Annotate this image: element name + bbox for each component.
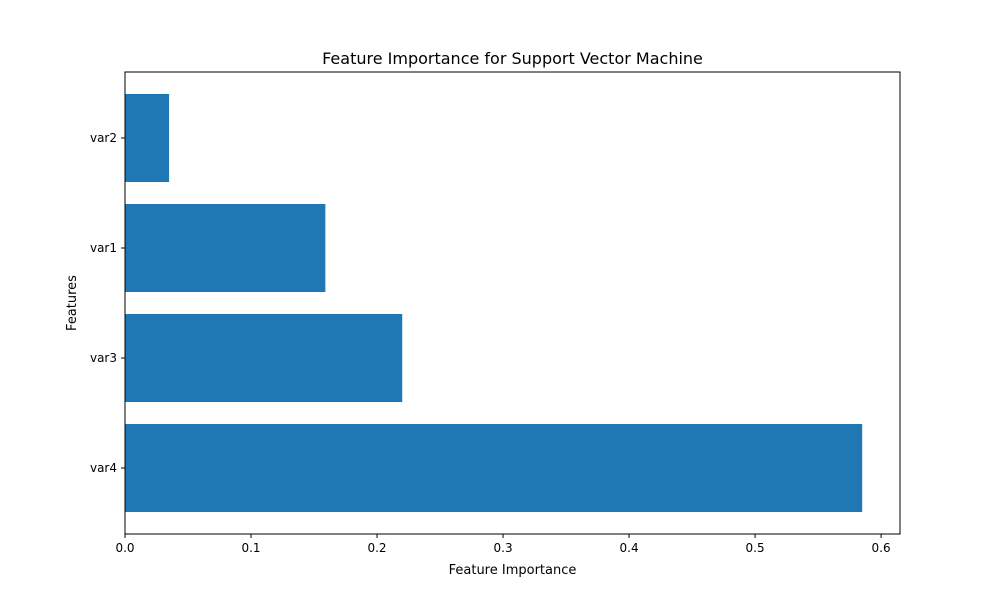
x-tick-label-5: 0.5 [746,541,765,555]
x-axis-ticks: 0.0 0.1 0.2 0.3 0.4 0.5 0.6 [115,534,891,555]
bar-var2 [125,94,170,182]
plot-frame [124,71,901,535]
x-tick-label-3: 0.3 [494,541,513,555]
y-axis-ticks: var4 var3 var1 var2 [90,131,125,475]
bar-var1 [125,204,326,292]
y-axis-label: Features [65,275,80,331]
y-tick-label-var4: var4 [90,461,117,475]
x-axis-label: Feature Importance [449,563,577,578]
bar-var3 [125,314,403,402]
y-tick-label-var2: var2 [90,131,117,145]
x-tick-label-1: 0.1 [241,541,260,555]
bar-var4 [125,424,863,512]
bars-group [125,94,863,512]
chart-title: Feature Importance for Support Vector Ma… [322,49,703,68]
y-tick-label-var3: var3 [90,351,117,365]
x-tick-label-0: 0.0 [115,541,134,555]
x-tick-label-6: 0.6 [872,541,891,555]
x-tick-label-4: 0.4 [620,541,639,555]
y-tick-label-var1: var1 [90,241,117,255]
x-tick-label-2: 0.2 [367,541,386,555]
